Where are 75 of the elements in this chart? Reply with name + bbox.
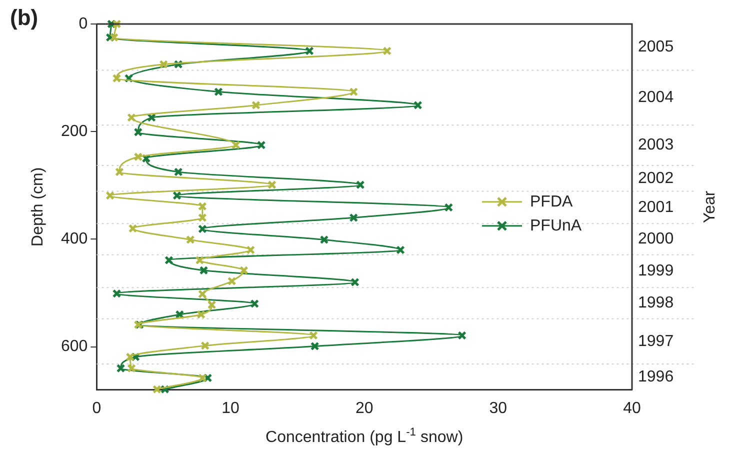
x-tick-label: 10 [222,400,240,417]
point [396,246,405,254]
point [231,140,240,150]
point [198,224,207,234]
text: 1998 [638,294,674,312]
point [268,180,276,190]
x-tick-label: 0 [92,400,102,417]
point [147,113,156,122]
text: 2003 [638,136,674,154]
y-axis-title: Depth (cm) [29,167,46,246]
point [199,266,208,275]
point [320,235,329,244]
text: 1997 [638,332,674,350]
y-tick-label: 200 [60,122,88,140]
point [349,87,358,96]
legend-label: PFDA [530,193,573,210]
point [110,33,119,42]
point [112,74,122,83]
point [127,364,136,373]
point [159,60,168,69]
point [195,256,204,265]
point [309,331,318,340]
point [310,342,320,351]
point [252,100,260,110]
point [207,300,216,310]
chart-title: (b) [10,5,38,30]
point [116,364,126,373]
point [198,374,207,382]
point [127,113,136,122]
point [413,100,422,110]
y-tick-label: 600 [60,338,88,356]
point [126,352,135,362]
point [250,299,260,308]
point [458,331,466,340]
text: 2000 [638,230,674,248]
text: 2001 [638,198,674,216]
legend-label: PFUnA [530,217,582,234]
point [198,213,207,222]
y-tick-label: 0 [78,15,88,32]
point [198,290,207,298]
point [198,202,207,211]
point [305,46,314,56]
text: 2002 [638,170,674,187]
y-tick-label: 400 [60,230,88,248]
point [112,289,122,298]
x-tick-label: 40 [623,400,641,417]
point [164,256,174,265]
point [134,152,143,162]
point [246,246,256,254]
point [172,191,182,200]
point [382,46,392,56]
point [175,310,184,319]
point [115,168,124,176]
point [256,140,266,150]
point [174,168,183,176]
text: 2004 [638,89,674,106]
point [444,203,454,212]
point [200,341,210,350]
point [356,180,365,190]
y2-axis-title: Year [701,190,718,224]
x-tick-label: 30 [489,400,508,417]
point [227,276,236,286]
text: 1999 [638,262,674,280]
point [134,128,143,137]
text: 1996 [638,368,674,386]
point [349,213,358,222]
point [186,235,195,244]
point [350,278,360,287]
point [239,266,248,275]
x-tick-label: 20 [355,400,374,417]
point [106,191,115,200]
point [196,310,206,319]
point [214,87,223,96]
point [128,224,138,233]
text: 2005 [638,38,674,56]
